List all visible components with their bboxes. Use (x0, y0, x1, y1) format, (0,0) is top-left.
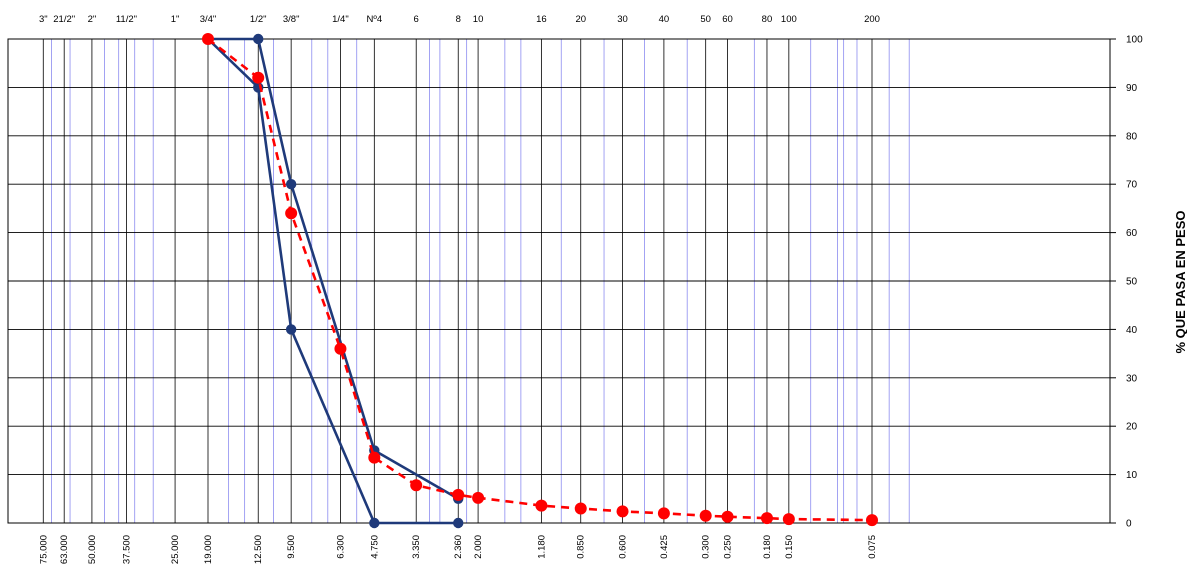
series-2-point (452, 488, 465, 501)
sieve-label-top: 11/2" (116, 14, 137, 25)
sieve-label-bottom: 0.180 (762, 535, 773, 559)
sieve-label-bottom: 37.500 (121, 535, 132, 564)
sieve-label-bottom: 3.350 (411, 535, 422, 559)
sieve-label-top: 1/4" (332, 14, 349, 25)
series-2-point (252, 71, 265, 84)
series-2-point (699, 509, 712, 522)
sieve-label-top: 1/2" (250, 14, 267, 25)
sieve-label-bottom: 4.750 (369, 535, 380, 559)
sieve-label-bottom: 19.000 (203, 535, 214, 564)
series-1-point (253, 33, 264, 45)
series-2-point (202, 33, 214, 45)
sieve-label-bottom: 2.360 (453, 535, 464, 559)
series-2-point (535, 499, 548, 512)
sieve-label-bottom: 0.600 (618, 535, 629, 559)
sieve-label-top: 16 (536, 14, 547, 25)
y-tick-label: 50 (1126, 277, 1138, 288)
series-2-point (657, 507, 670, 520)
right-axis-ticks: 0 10 20 30 40 50 60 70 80 90 100 (1110, 35, 1143, 530)
sieve-label-bottom: 50.000 (87, 535, 98, 564)
y-tick-label: 80 (1126, 131, 1138, 142)
sieve-label-top: 30 (617, 14, 628, 25)
sieve-label-top: 2" (88, 14, 97, 25)
series-0-point (285, 324, 297, 335)
y-tick-label: 20 (1126, 422, 1138, 433)
sieve-label-top: 3/8" (283, 14, 300, 25)
sieve-label-top: 3" (39, 14, 48, 25)
series-2-point (410, 479, 423, 492)
sieve-label-top: 21/2" (53, 14, 75, 25)
major-grid (8, 38, 1110, 524)
sieve-label-bottom: 0.075 (867, 535, 878, 559)
series-2-point (782, 513, 795, 526)
series-2-point (866, 514, 878, 527)
sieve-label-top: 1" (171, 14, 180, 25)
sieve-label-bottom: 2.000 (473, 535, 484, 559)
series-2-point (760, 512, 773, 525)
series-2-point (574, 502, 587, 515)
sieve-label-bottom: 1.180 (536, 535, 547, 559)
series-2-point (368, 451, 381, 464)
y-tick-label: 0 (1126, 519, 1132, 530)
sieve-label-bottom: 9.500 (286, 535, 297, 559)
sieve-label-top: 50 (700, 14, 711, 25)
series-2-point (334, 342, 347, 355)
y-tick-label: 70 (1126, 180, 1138, 191)
sieve-label-bottom: 25.000 (170, 535, 181, 564)
sieve-label-top: 20 (575, 14, 586, 25)
sieve-label-top: 60 (722, 14, 733, 25)
series-2-point (721, 510, 734, 523)
sieve-label-top: 40 (659, 14, 670, 25)
sieve-label-bottom: 0.250 (723, 535, 734, 559)
sieve-label-top: 10 (473, 14, 484, 25)
sieve-label-bottom: 12.500 (253, 535, 264, 564)
sieve-label-top: 80 (762, 14, 773, 25)
series-0-point (369, 517, 380, 529)
series-2-point (472, 491, 485, 504)
sieve-label-top: 200 (864, 14, 880, 25)
sieve-label-top: Nº4 (367, 14, 383, 25)
y-tick-label: 40 (1126, 325, 1138, 336)
sieve-label-bottom: 75.000 (38, 535, 49, 564)
series-layer (202, 33, 878, 529)
sieve-label-bottom: 0.150 (784, 535, 795, 559)
top-sieve-labels: 3" 21/2" 2" 11/2" 1" 3/4" 1/2" 3/8" 1/4" Nº4 6 8 10 1… (39, 14, 880, 25)
sieve-label-top: 8 (456, 14, 461, 25)
sieve-label-bottom: 6.300 (335, 535, 346, 559)
series-line-2 (207, 37, 873, 522)
sieve-label-bottom: 0.300 (701, 535, 712, 559)
y-tick-label: 90 (1126, 83, 1138, 94)
sieve-label-top: 3/4" (200, 14, 217, 25)
y-axis-label: % QUE PASA EN PESO (1173, 210, 1187, 353)
y-tick-label: 60 (1126, 228, 1138, 239)
series-2-point (616, 505, 629, 518)
sieve-label-bottom: 0.425 (659, 535, 670, 559)
sieve-label-top: 6 (414, 14, 419, 25)
sieve-label-bottom: 0.850 (576, 535, 587, 559)
y-tick-label: 30 (1126, 373, 1138, 384)
y-tick-label: 10 (1126, 470, 1138, 481)
series-2-point (285, 207, 298, 220)
sieve-label-bottom: 63.000 (59, 535, 70, 564)
series-0-point (453, 517, 464, 529)
y-tick-label: 100 (1126, 35, 1143, 46)
series-1-point (285, 179, 297, 190)
bottom-sieve-labels: 75.000 63.000 50.000 37.500 25.000 19.000 12.5… (38, 535, 878, 564)
sieve-label-top: 100 (781, 14, 797, 25)
